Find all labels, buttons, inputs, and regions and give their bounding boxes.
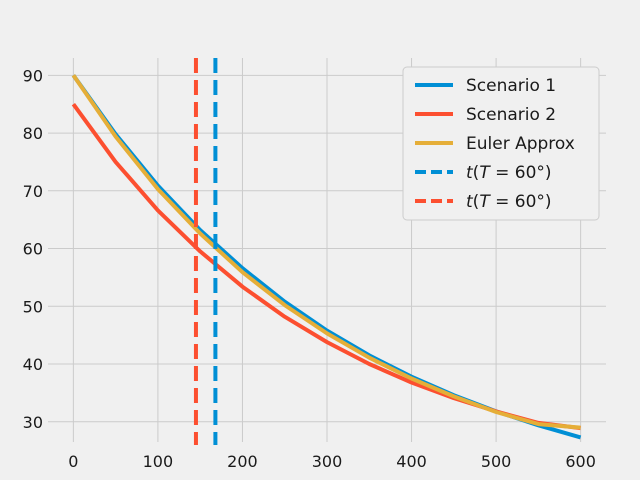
y-tick-label: 70: [23, 182, 43, 201]
grid: [48, 58, 606, 442]
vline-layer: [193, 58, 218, 445]
x-tick-label: 500: [481, 452, 512, 471]
legend-box: [402, 66, 600, 221]
series-line-3: [71, 74, 581, 430]
y-tick-label: 40: [23, 355, 43, 374]
y-tick-label: 60: [23, 240, 43, 259]
legend: Scenario 1 Scenario 2 Euler Approx t(T = 60…: [402, 66, 600, 221]
y-tick-label: 90: [23, 66, 43, 85]
y-tick-label: 50: [23, 297, 43, 316]
x-tick-label: 100: [143, 452, 174, 471]
legend-label-1: Scenario 1: [466, 76, 556, 96]
legend-label-3: Euler Approx: [466, 134, 575, 154]
legend-label-2: Scenario 2: [466, 105, 556, 125]
x-tick-label: 400: [396, 452, 427, 471]
y-tick-label: 30: [23, 413, 43, 432]
x-tick-label: 0: [68, 452, 78, 471]
legend-label-4: t(T = 60°): [466, 163, 552, 183]
x-axis-ticks: 0 100 200 300 400 500 600: [68, 452, 596, 471]
y-tick-label: 80: [23, 124, 43, 143]
x-tick-label: 600: [565, 452, 596, 471]
x-tick-label: 300: [312, 452, 343, 471]
series-layer: [71, 74, 582, 440]
y-axis-ticks: 30 40 50 60 70 80 90: [23, 66, 43, 431]
legend-label-5: t(T = 60°): [466, 192, 552, 212]
x-tick-label: 200: [227, 452, 258, 471]
